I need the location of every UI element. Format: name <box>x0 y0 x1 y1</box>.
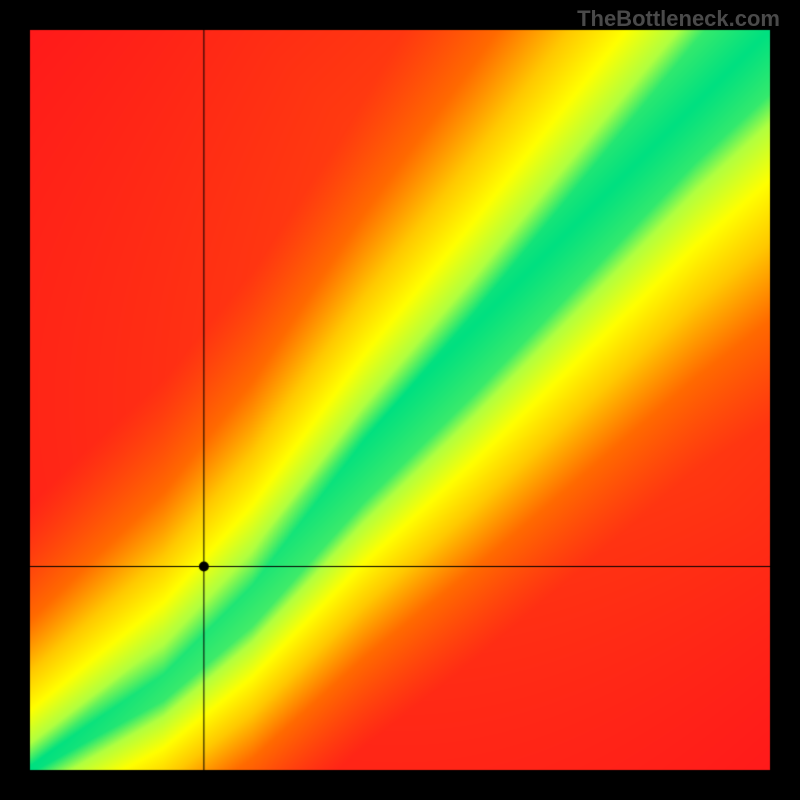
bottleneck-heatmap <box>0 0 800 800</box>
watermark-text: TheBottleneck.com <box>577 6 780 32</box>
chart-container: TheBottleneck.com <box>0 0 800 800</box>
